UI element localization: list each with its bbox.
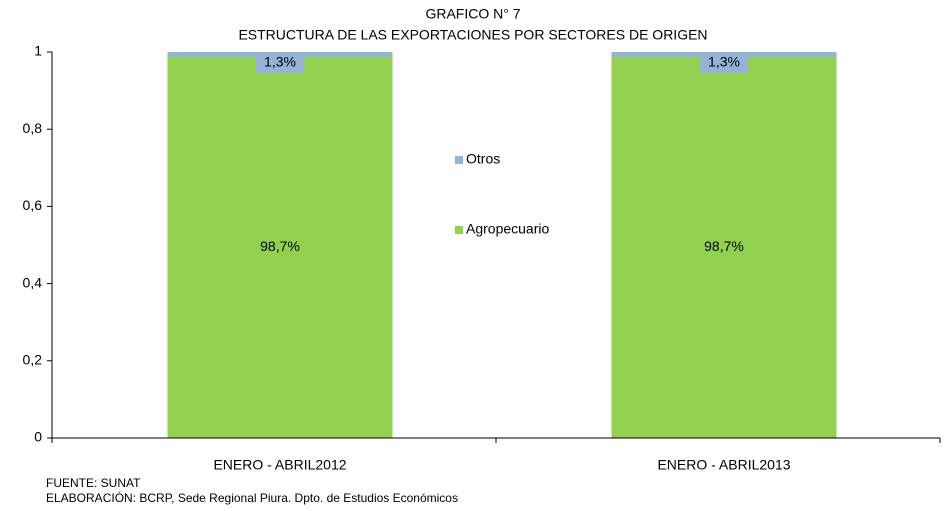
bar-segment — [167, 57, 393, 438]
y-tick-label: 0,4 — [23, 274, 43, 290]
note: ELABORACIÓN: BCRP, Sede Regional Piura. … — [46, 490, 458, 505]
chart-title: GRAFICO N° 7 — [425, 6, 520, 22]
bar-segment — [611, 57, 837, 438]
y-tick-label: 0,8 — [23, 120, 43, 136]
legend-label: Agropecuario — [466, 221, 549, 237]
chart-subtitle: ESTRUCTURA DE LAS EXPORTACIONES POR SECT… — [238, 27, 707, 43]
value-label: 1,3% — [264, 54, 296, 70]
value-label: 98,7% — [704, 238, 744, 254]
x-tick-label: ENERO - ABRIL2013 — [657, 457, 790, 473]
y-tick-label: 0 — [34, 429, 42, 445]
value-label: 1,3% — [708, 54, 740, 70]
x-tick-label: ENERO - ABRIL2012 — [213, 457, 346, 473]
y-tick-label: 1 — [34, 43, 42, 59]
value-label-bg — [256, 53, 304, 73]
y-tick-label: 0,6 — [23, 197, 43, 213]
y-tick-label: 0,2 — [23, 352, 43, 368]
source: FUENTE: SUNAT — [46, 476, 141, 490]
legend-swatch — [455, 226, 463, 234]
value-label-bg — [700, 53, 748, 73]
value-label: 98,7% — [260, 238, 300, 254]
legend-swatch — [455, 156, 463, 164]
legend-label: Otros — [466, 151, 500, 167]
